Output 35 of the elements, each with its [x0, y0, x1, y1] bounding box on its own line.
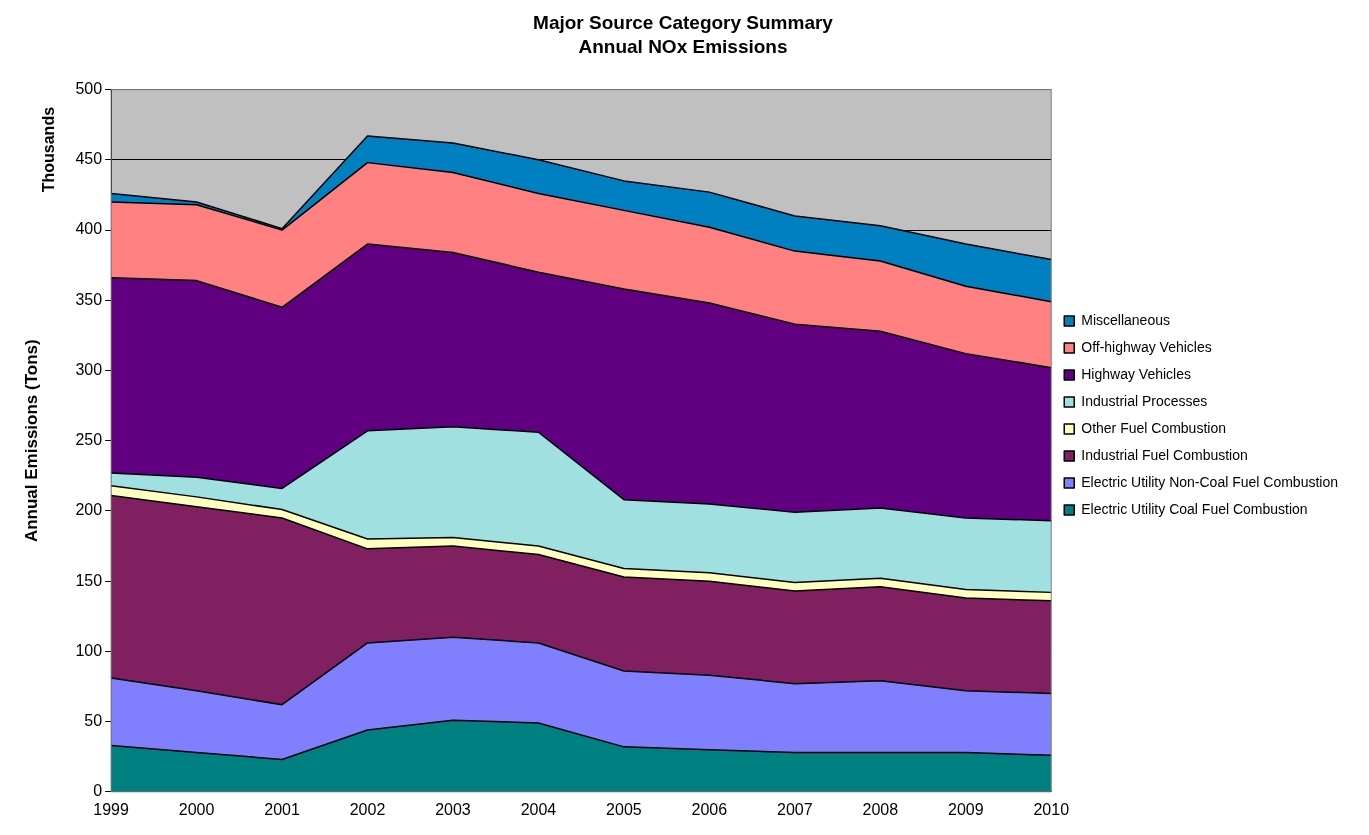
y-tick-label: 400 — [75, 220, 103, 238]
y-tick-label: 300 — [75, 360, 103, 378]
text: Thousands — [39, 106, 57, 193]
y-tick-label: 500 — [75, 80, 103, 98]
y-tick-label: 350 — [75, 290, 103, 308]
x-tick-label: 1999 — [93, 800, 129, 818]
y-axis-title: Annual Emissions (Tons) — [21, 339, 41, 543]
legend-label: Other Fuel Combustion — [1081, 419, 1226, 436]
legend-label: Industrial Processes — [1081, 392, 1208, 409]
legend-label: Electric Utility Non-Coal Fuel Combustion — [1081, 473, 1339, 490]
y-tick-label: 250 — [75, 431, 103, 449]
chart-title: Major Source Category Summary — [533, 11, 834, 33]
x-tick-label: 2007 — [777, 800, 813, 818]
legend-label: Industrial Fuel Combustion — [1081, 446, 1248, 463]
y-tick-label: 150 — [75, 571, 103, 589]
legend-label: Highway Vehicles — [1081, 365, 1191, 382]
legend-label: Electric Utility Coal Fuel Combustion — [1081, 500, 1308, 517]
x-tick-label: 2009 — [947, 800, 984, 818]
x-tick-label: 2001 — [264, 800, 300, 818]
x-tick-label: 2000 — [178, 800, 215, 818]
legend-label: Off-highway Vehicles — [1081, 338, 1212, 355]
y-tick-label: 450 — [75, 150, 103, 168]
x-tick-label: 2004 — [520, 800, 557, 818]
x-tick-label: 2005 — [606, 800, 642, 818]
y-tick-label: 100 — [75, 641, 103, 659]
x-tick-label: 2010 — [1033, 800, 1070, 818]
x-tick-label: 2006 — [691, 800, 728, 818]
y-tick-label: 200 — [75, 501, 103, 519]
y-tick-label: 50 — [84, 711, 103, 729]
y-tick-label: 0 — [93, 782, 103, 800]
legend-label: Miscellaneous — [1081, 311, 1170, 328]
chart-subtitle: Annual NOx Emissions — [578, 36, 788, 58]
x-tick-label: 2002 — [349, 800, 386, 818]
x-tick-label: 2008 — [862, 800, 899, 818]
x-tick-label: 2003 — [435, 800, 471, 818]
